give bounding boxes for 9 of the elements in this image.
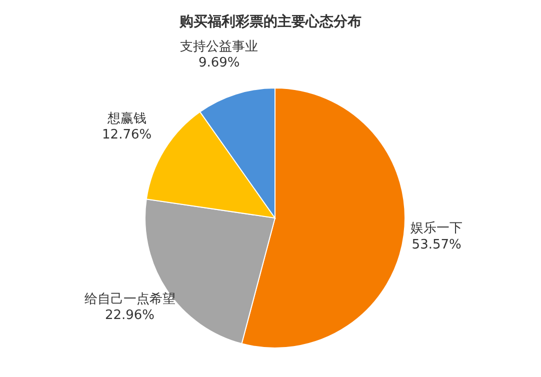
slice-label: 娱乐一下 — [410, 221, 463, 236]
data-label: 22.96% — [104, 308, 155, 324]
slice-label: 想赢钱 — [106, 111, 146, 126]
chart-title: 购买福利彩票的主要心态分布 — [178, 13, 362, 30]
slice-label: 支持公益事业 — [180, 39, 258, 54]
data-label: 12.76% — [102, 128, 152, 143]
data-label: 9.69% — [198, 56, 240, 71]
data-label: 53.57% — [412, 237, 462, 252]
slice-label: 给自己一点希望 — [84, 292, 176, 307]
